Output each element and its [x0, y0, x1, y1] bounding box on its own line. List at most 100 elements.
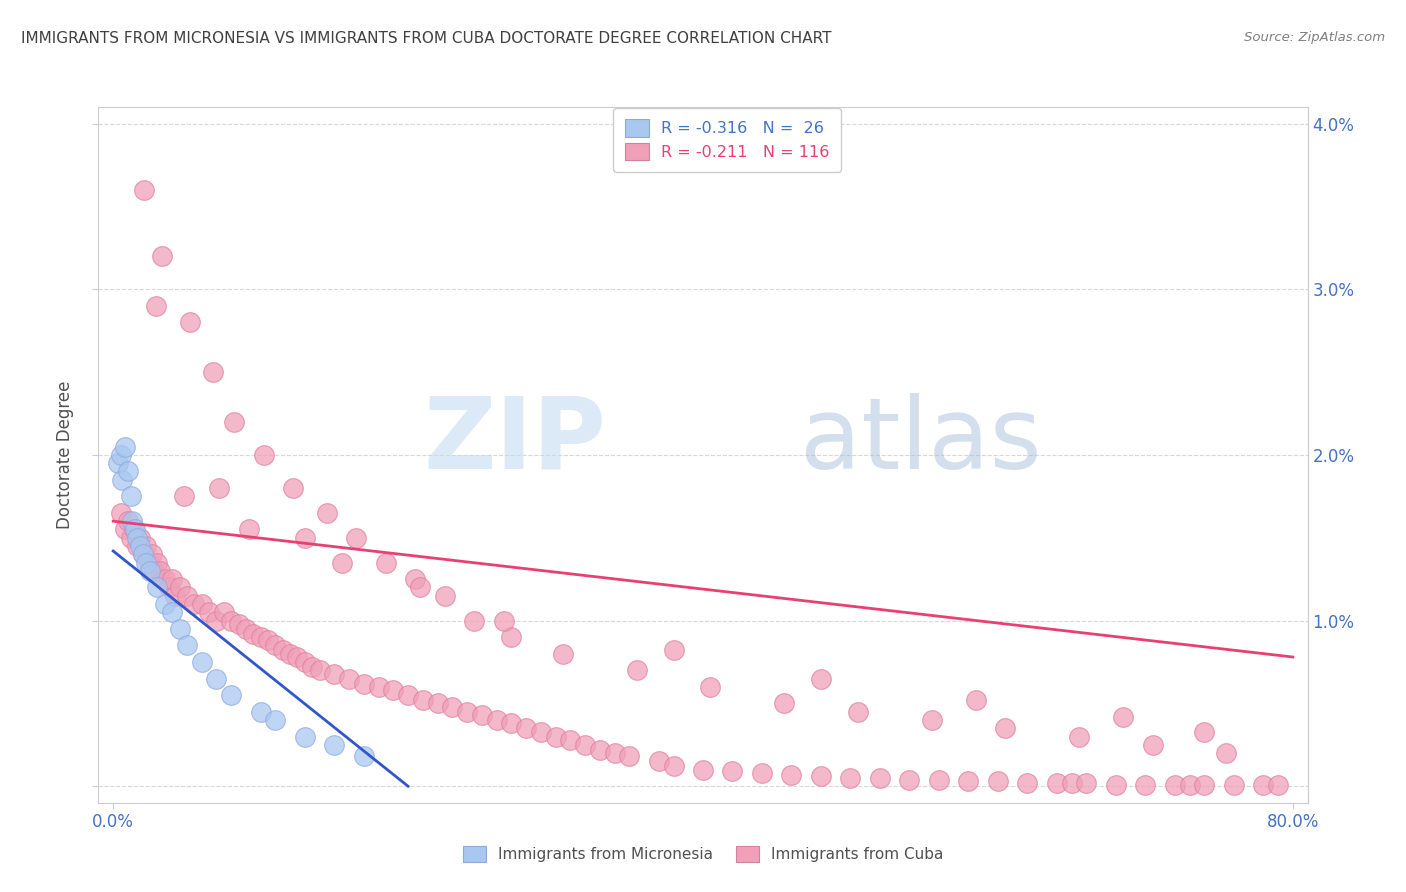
- Point: [122, 523, 145, 537]
- Point: [287, 650, 309, 665]
- Point: [353, 676, 375, 690]
- Point: [249, 630, 271, 644]
- Point: [117, 465, 139, 479]
- Point: [110, 448, 132, 462]
- Point: [198, 605, 221, 619]
- Point: [323, 666, 346, 681]
- Point: [264, 639, 287, 653]
- Point: [589, 743, 612, 757]
- Point: [190, 655, 212, 669]
- Point: [125, 539, 148, 553]
- Point: [810, 672, 832, 686]
- Point: [131, 547, 153, 561]
- Point: [157, 581, 180, 595]
- Point: [501, 630, 523, 644]
- Point: [150, 249, 173, 263]
- Point: [471, 708, 494, 723]
- Point: [928, 772, 950, 787]
- Point: [252, 448, 274, 462]
- Point: [235, 622, 257, 636]
- Point: [219, 688, 242, 702]
- Point: [346, 531, 368, 545]
- Point: [375, 556, 398, 570]
- Point: [441, 699, 464, 714]
- Point: [721, 764, 744, 779]
- Point: [146, 556, 169, 570]
- Y-axis label: Doctorate Degree: Doctorate Degree: [56, 381, 75, 529]
- Point: [560, 732, 582, 747]
- Point: [202, 365, 225, 379]
- Point: [662, 759, 685, 773]
- Point: [412, 693, 434, 707]
- Point: [544, 730, 567, 744]
- Point: [323, 738, 346, 752]
- Point: [128, 531, 150, 545]
- Point: [751, 766, 773, 780]
- Point: [128, 539, 150, 553]
- Point: [281, 481, 304, 495]
- Point: [1223, 778, 1246, 792]
- Point: [124, 523, 146, 537]
- Point: [110, 506, 132, 520]
- Point: [1194, 724, 1216, 739]
- Point: [1267, 778, 1289, 792]
- Point: [530, 724, 553, 739]
- Point: [1046, 776, 1069, 790]
- Point: [1112, 709, 1135, 723]
- Point: [648, 755, 671, 769]
- Point: [141, 547, 163, 561]
- Point: [120, 531, 142, 545]
- Point: [965, 693, 987, 707]
- Point: [463, 614, 485, 628]
- Point: [238, 523, 260, 537]
- Point: [160, 572, 183, 586]
- Text: ZIP: ZIP: [423, 392, 606, 490]
- Point: [1060, 776, 1083, 790]
- Point: [426, 697, 449, 711]
- Point: [957, 774, 980, 789]
- Point: [994, 721, 1017, 735]
- Point: [153, 597, 176, 611]
- Point: [111, 473, 134, 487]
- Point: [699, 680, 721, 694]
- Point: [921, 713, 943, 727]
- Point: [169, 581, 191, 595]
- Point: [773, 697, 796, 711]
- Point: [228, 616, 250, 631]
- Point: [1017, 776, 1039, 790]
- Point: [121, 514, 143, 528]
- Point: [138, 556, 160, 570]
- Point: [190, 597, 212, 611]
- Point: [271, 643, 294, 657]
- Point: [839, 771, 862, 785]
- Point: [1164, 778, 1187, 792]
- Point: [1178, 778, 1201, 792]
- Point: [205, 614, 228, 628]
- Point: [626, 663, 648, 677]
- Point: [145, 299, 167, 313]
- Point: [146, 581, 169, 595]
- Point: [183, 597, 205, 611]
- Point: [165, 589, 187, 603]
- Point: [1105, 778, 1128, 792]
- Point: [898, 772, 921, 787]
- Point: [1067, 730, 1090, 744]
- Point: [396, 688, 419, 702]
- Point: [160, 605, 183, 619]
- Point: [242, 627, 264, 641]
- Point: [515, 721, 537, 735]
- Point: [810, 769, 832, 783]
- Point: [409, 581, 432, 595]
- Point: [485, 713, 508, 727]
- Point: [780, 767, 803, 781]
- Point: [619, 749, 641, 764]
- Point: [176, 589, 198, 603]
- Point: [846, 705, 869, 719]
- Point: [222, 415, 245, 429]
- Point: [1215, 746, 1237, 760]
- Point: [208, 481, 231, 495]
- Point: [1253, 778, 1275, 792]
- Point: [257, 633, 280, 648]
- Text: Source: ZipAtlas.com: Source: ZipAtlas.com: [1244, 31, 1385, 45]
- Point: [551, 647, 574, 661]
